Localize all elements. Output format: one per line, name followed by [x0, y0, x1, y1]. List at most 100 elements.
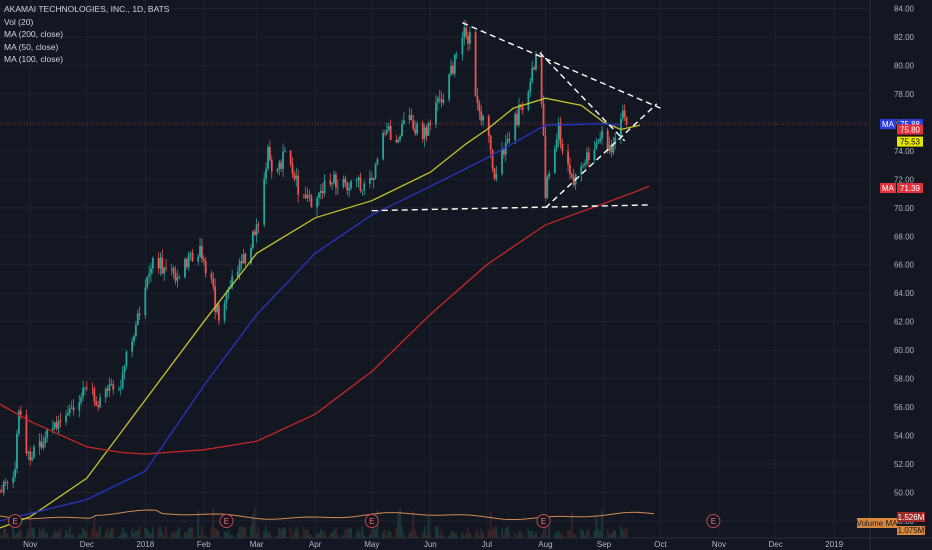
candle-body: [117, 388, 120, 390]
volume-bar: [606, 529, 609, 538]
candle-body: [157, 258, 160, 269]
volume-bar: [436, 526, 439, 538]
volume-bar: [395, 528, 398, 538]
candle-body: [93, 389, 96, 402]
volume-bar: [597, 529, 600, 538]
volume-bar: [435, 526, 437, 538]
volume-bar: [65, 530, 67, 538]
candle-body: [318, 192, 320, 198]
volume-bar: [429, 531, 432, 538]
candle-body: [480, 111, 483, 121]
candle-body: [82, 387, 84, 398]
volume-bar: [214, 528, 217, 538]
volume-bar: [529, 531, 532, 538]
candle-body: [319, 190, 322, 193]
candle-body: [214, 286, 217, 313]
candle-body: [614, 137, 617, 144]
volume-bar: [157, 528, 160, 538]
volume-bar: [478, 534, 481, 538]
volume-bar: [184, 532, 186, 538]
volume-bar: [265, 526, 267, 538]
volume-bar: [202, 534, 205, 538]
candle-body: [282, 151, 284, 169]
volume-bar: [610, 532, 613, 538]
candle-body: [408, 115, 411, 121]
candle-body: [67, 413, 69, 416]
candle-body: [68, 408, 71, 414]
volume-bar: [150, 533, 152, 538]
candle-body: [542, 103, 545, 136]
candle-body: [336, 186, 339, 188]
volume-bar: [348, 528, 351, 538]
volume-bar: [161, 531, 164, 538]
candle-body: [401, 124, 403, 137]
candle-body: [265, 168, 267, 179]
candle-body: [476, 96, 479, 103]
candle-body: [125, 351, 128, 366]
candle-body: [342, 178, 345, 187]
candle-body: [331, 183, 334, 185]
candle-body: [548, 173, 551, 177]
volume-bar: [6, 533, 9, 538]
volume-bar: [33, 528, 35, 538]
volume-bar: [442, 535, 445, 538]
candle-body: [108, 384, 111, 391]
volume-bar: [440, 528, 443, 538]
volume-bar: [625, 528, 628, 538]
candle-body: [255, 224, 258, 236]
volume-bar: [465, 534, 468, 538]
candle-body: [197, 256, 200, 262]
volume-bar: [263, 531, 266, 538]
candle-body: [344, 178, 347, 183]
price-tag-box: [897, 136, 923, 147]
legend: AKAMAI TECHNOLOGIES, INC., 1D, BATS Vol …: [4, 3, 169, 66]
candle-body: [97, 405, 100, 408]
volume-bar: [57, 530, 60, 538]
volume-bar: [242, 526, 245, 538]
candle-body: [306, 194, 309, 199]
candle-body: [91, 388, 94, 390]
vol-ma-label: Volume MA: [857, 519, 899, 528]
ytick-label: 78.00: [894, 90, 915, 99]
candle-body: [112, 384, 115, 390]
candle-body: [469, 32, 471, 44]
xtick-label: Feb: [197, 540, 211, 549]
candle-body: [161, 257, 164, 274]
candle-body: [65, 415, 67, 422]
volume-bar: [291, 535, 294, 538]
legend-vol[interactable]: Vol (20): [4, 16, 34, 27]
candle-body: [423, 127, 426, 139]
ytick-label: 70.00: [894, 204, 915, 213]
x-axis[interactable]: Nov Dec 2018 Feb Mar Apr May Jun Jul Aug Sep Oct Nov…: [23, 540, 844, 549]
volume-bar: [357, 529, 360, 538]
candle-body: [544, 135, 547, 198]
legend-ma200[interactable]: MA (200, close): [4, 29, 64, 39]
volume-bar: [385, 535, 388, 538]
candle-body: [231, 276, 234, 287]
volume-bar: [623, 529, 626, 538]
volume-bar: [423, 526, 426, 538]
volume-bar: [31, 527, 33, 538]
candle-body: [502, 149, 505, 155]
candle-body: [586, 152, 588, 164]
volume-bar: [533, 534, 535, 538]
legend-ma50[interactable]: MA (50, close): [4, 41, 59, 52]
candle-body: [372, 177, 375, 181]
legend-ma100[interactable]: MA (100, close): [4, 54, 64, 64]
candle-body: [601, 130, 603, 139]
volume-bar: [382, 531, 385, 538]
candle-body: [440, 99, 443, 103]
candle-body: [625, 117, 628, 124]
candle-body: [159, 257, 162, 269]
volume-bar: [189, 527, 192, 538]
ma-line: [0, 123, 621, 522]
candle-body: [55, 422, 58, 429]
legend-title[interactable]: AKAMAI TECHNOLOGIES, INC., 1D, BATS: [4, 4, 170, 14]
candle-body: [559, 122, 562, 145]
volume-bar: [621, 529, 624, 538]
volume-bar: [384, 529, 386, 538]
volume-bar: [163, 535, 166, 538]
